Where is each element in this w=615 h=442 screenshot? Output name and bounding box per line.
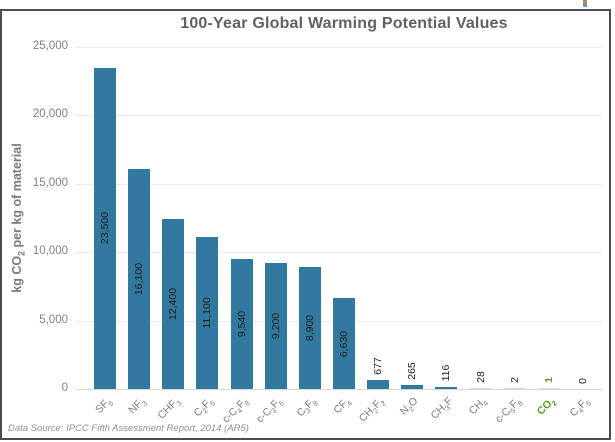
bar-value-label: 265 (406, 362, 419, 380)
bar-column: 2 c-C5F8 (493, 47, 532, 425)
x-axis-baseline (76, 389, 602, 390)
gridline (76, 183, 602, 185)
bar-column: 28 CH4 (464, 47, 498, 417)
bar (128, 168, 151, 389)
y-tick-label: 20,000 (32, 108, 68, 121)
bar-column: 1 CO2 (532, 47, 566, 418)
bar-column: 8,900 C3F8 (293, 47, 327, 419)
bar-value-label: 9,200 (269, 312, 282, 340)
bar-column: 11,100 C2F6 (190, 47, 224, 419)
artifact-blue-fragment (583, 3, 587, 7)
bar (503, 387, 526, 389)
bar (230, 258, 253, 389)
bar (401, 385, 424, 389)
bar-column: 677 CH2F2 (357, 47, 395, 425)
bar-value-label: 16,100 (133, 262, 146, 295)
bar-value-label: 23,500 (99, 212, 112, 245)
bar (162, 219, 185, 389)
artifact-orange-fragment (583, 0, 587, 3)
bar (264, 263, 287, 389)
gridline (76, 252, 602, 254)
gridline (76, 47, 602, 48)
y-axis-title: kg CO2 per kg of material (10, 143, 27, 293)
bar-column: 6,630 CF4 (327, 47, 361, 416)
bar (298, 267, 321, 389)
bar-column: 9,540 c-C4F8 (220, 47, 259, 425)
bar-column: 9,200 c-C3F6 (254, 47, 293, 425)
bar-value-label: 12,400 (167, 288, 180, 321)
bar (94, 67, 117, 389)
chart-frame (0, 9, 611, 440)
bar-column: 0 C4F6 (566, 47, 600, 419)
bar-column: 16,100 NF3 (122, 47, 156, 416)
y-tick-label: 25,000 (32, 40, 68, 52)
gridline (76, 115, 602, 117)
y-tick-label: 0 (61, 382, 68, 394)
bar-value-label: 8,900 (303, 314, 316, 342)
bar (435, 387, 458, 389)
bar-column: 116 CH3F (428, 47, 463, 422)
bar-value-label: 0 (577, 377, 590, 384)
bar (196, 237, 219, 389)
y-tick-label: 10,000 (32, 245, 68, 258)
bar-value-label: 1 (542, 376, 555, 383)
data-source-note: Data Source: IPCC Fifth Assessment Repor… (8, 423, 249, 434)
bar (367, 379, 390, 389)
bar-value-label: 11,100 (201, 297, 214, 329)
y-tick-label: 15,000 (32, 176, 68, 189)
chart-title: 100-Year Global Warming Potential Values (180, 15, 508, 32)
bar-value-label: 9,540 (235, 310, 248, 337)
bar-column: 265 N2O (395, 47, 429, 418)
bar (469, 387, 492, 389)
bar (333, 298, 356, 389)
plot-area: 23,500 SF6 16,100 NF3 12,400 CHF3 11,100 C2F6 9,… (88, 47, 600, 425)
bar (537, 387, 560, 389)
bar-value-label: 2 (508, 376, 521, 383)
bar-column: 23,500 SF6 (88, 47, 122, 416)
bar-value-label: 28 (474, 370, 487, 383)
bar-column: 12,400 CHF3 (155, 47, 190, 422)
bar-value-label: 6,630 (338, 330, 351, 357)
y-tick-label: 5,000 (39, 313, 68, 326)
bar-value-label: 116 (440, 364, 453, 382)
screen-edge-artifact (583, 0, 587, 7)
bar-value-label: 677 (372, 356, 385, 375)
